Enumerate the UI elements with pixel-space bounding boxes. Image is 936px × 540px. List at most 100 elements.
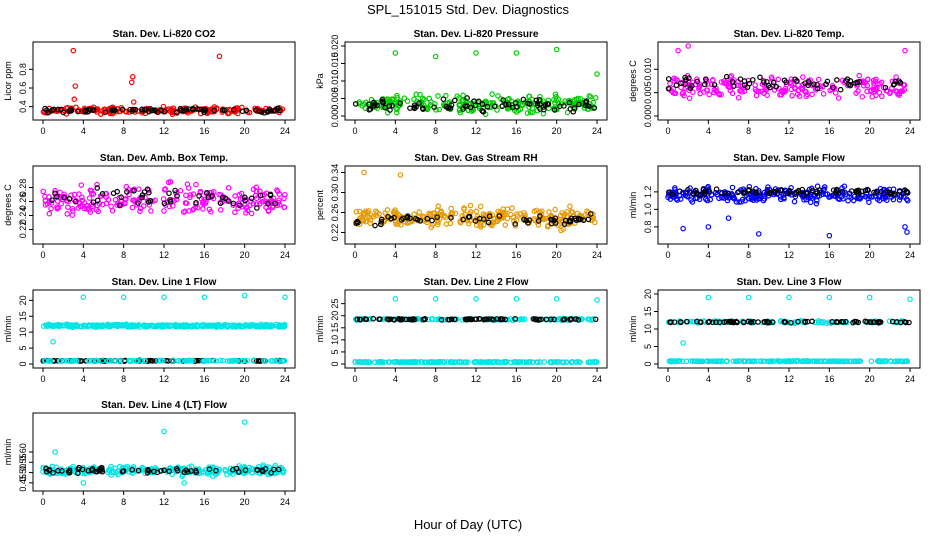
data-point [123,196,129,202]
data-point [438,208,444,214]
data-point [79,466,86,473]
data-point [417,91,423,98]
data-point [669,358,675,365]
plot-frame [657,289,921,369]
data-point [377,316,383,322]
data-point [130,197,136,204]
y-tick-label: 0.6 [18,82,28,95]
plot-title: Stan. Dev. Li-820 CO2 [113,29,216,40]
data-point [846,193,852,200]
x-axis-label: Hour of Day (UTC) [413,517,523,532]
data-point [479,101,486,108]
data-point [516,359,523,366]
data-point [59,468,65,474]
data-point [90,107,97,113]
data-point [805,82,811,89]
y-tick-label: 0.8 [643,221,653,234]
data-point [764,79,770,85]
data-point [103,194,109,200]
data-point [548,316,554,322]
data-point [519,316,526,323]
data-point [393,109,400,116]
data-point [688,197,694,203]
data-point [500,206,506,212]
data-point [735,94,742,101]
data-point [73,358,80,364]
plot-title: Stan. Dev. Li-820 Pressure [414,29,539,40]
data-point [471,359,478,366]
data-point-outlier [473,50,479,56]
data-point [52,190,58,197]
data-point [402,359,409,366]
data-point [830,84,836,91]
data-point [141,358,148,364]
data-point-outlier [680,225,686,232]
y-tick-label: 10 [18,327,28,337]
data-point [568,99,575,106]
data-point [834,188,840,194]
data-point [224,110,231,116]
data-point [94,358,101,364]
data-point [73,321,79,328]
data-point [561,316,568,323]
data-point [821,184,828,190]
x-tick-label: 12 [784,374,794,384]
data-point [135,200,141,206]
data-point [144,186,151,192]
data-point [43,465,49,472]
y-axis-label: ml/min [628,316,638,343]
x-tick-label: 20 [865,250,875,260]
data-point [89,190,95,197]
data-point [788,319,794,326]
data-point [725,190,731,197]
data-point [873,188,880,195]
data-point [694,76,700,82]
data-point-outlier [392,50,399,56]
data-point [590,211,596,217]
data-point [66,323,73,330]
data-point [66,108,72,114]
data-point [739,196,746,203]
data-point [475,98,482,105]
data-point [172,187,178,194]
y-axis-label: ml/min [315,316,325,343]
data-point [551,107,558,113]
data-point [877,185,884,192]
data-point [177,187,184,194]
figure-title: SPL_151015 Std. Dev. Diagnostics [366,2,570,17]
data-point [551,316,557,323]
data-point [382,104,388,111]
data-point [811,358,817,365]
data-point [66,196,73,202]
data-point [510,104,516,111]
data-point [394,94,400,101]
data-point [697,358,703,365]
y-axis-label: degrees C [628,60,638,102]
data-point [217,357,224,364]
data-point [517,210,524,217]
data-point [716,358,723,364]
data-point [167,197,173,203]
data-point [92,468,99,475]
data-point [281,204,288,211]
data-point [517,106,524,113]
data-point [683,358,690,365]
data-point [172,321,179,328]
data-point [711,81,718,88]
data-point [244,357,250,364]
data-point [575,95,581,102]
data-point [267,192,274,199]
data-point [795,358,802,364]
data-point [84,203,91,209]
data-point [124,189,130,195]
data-point [145,357,152,364]
data-point [537,106,543,112]
data-point [719,190,725,196]
data-point [173,190,179,196]
data-point [281,357,287,364]
data-point [371,102,377,109]
data-point [238,323,244,330]
data-point [140,203,147,209]
data-point [280,468,287,474]
data-point-outlier [120,294,127,300]
